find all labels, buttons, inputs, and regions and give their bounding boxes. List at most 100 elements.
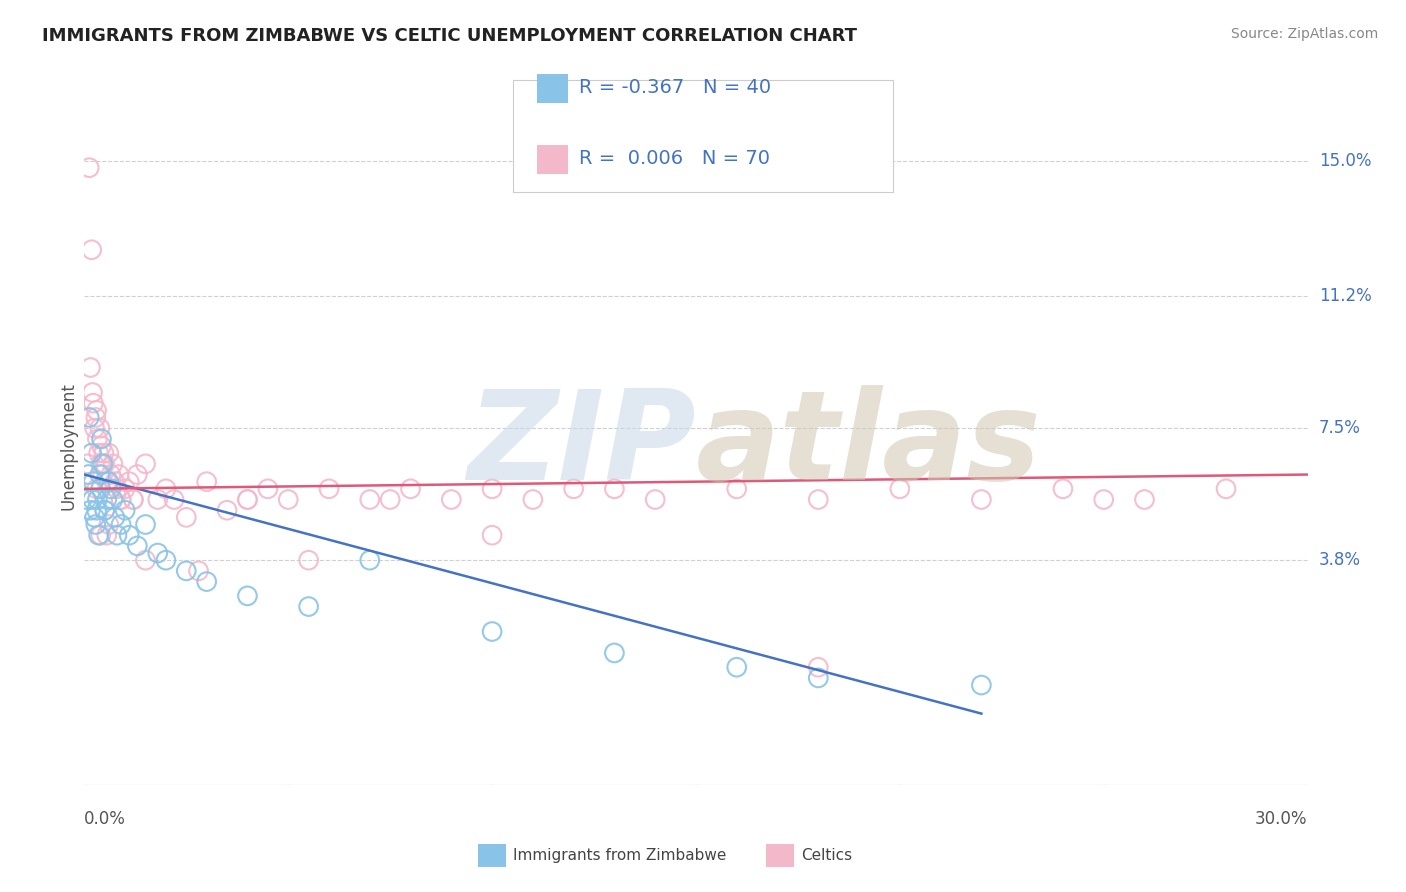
Point <box>82 475 104 489</box>
Point <box>277 492 299 507</box>
Point <box>155 553 177 567</box>
Point <box>97 446 120 460</box>
Point <box>93 446 115 460</box>
Point <box>86 403 108 417</box>
Point <box>93 503 115 517</box>
Point <box>82 492 104 507</box>
Point <box>481 482 503 496</box>
Point <box>725 482 748 496</box>
Point <box>1215 482 1237 496</box>
Point <box>101 457 124 471</box>
Point <box>236 492 259 507</box>
Point <box>562 482 585 496</box>
Point <box>90 482 112 496</box>
Point <box>146 546 169 560</box>
Point <box>93 457 115 471</box>
Point <box>114 503 136 517</box>
Text: 7.5%: 7.5% <box>1319 419 1361 437</box>
Text: 30.0%: 30.0% <box>1256 810 1308 828</box>
Point <box>195 475 218 489</box>
Point <box>257 482 280 496</box>
Point <box>87 528 110 542</box>
Point <box>108 467 131 482</box>
Point <box>93 503 115 517</box>
Text: R = -0.367   N = 40: R = -0.367 N = 40 <box>579 78 772 97</box>
Point <box>174 564 197 578</box>
Point <box>127 467 149 482</box>
Point <box>77 410 100 425</box>
Point <box>110 492 132 507</box>
Text: 3.8%: 3.8% <box>1319 551 1361 569</box>
Point <box>76 457 98 471</box>
Point <box>82 396 104 410</box>
Point <box>807 660 830 674</box>
Point <box>195 574 218 589</box>
Point <box>89 421 111 435</box>
Text: ZIP: ZIP <box>467 385 696 507</box>
Point <box>101 492 124 507</box>
Point <box>87 446 110 460</box>
Point <box>725 660 748 674</box>
Point <box>90 432 112 446</box>
Point <box>1052 482 1074 496</box>
Point <box>110 492 132 507</box>
Text: 0.0%: 0.0% <box>84 810 127 828</box>
Point <box>146 492 169 507</box>
Point <box>110 517 132 532</box>
Point <box>236 589 259 603</box>
Point <box>86 482 108 496</box>
Point <box>96 492 118 507</box>
Point <box>522 492 544 507</box>
Point <box>104 475 127 489</box>
Point <box>970 492 993 507</box>
Point <box>135 553 157 567</box>
Point <box>889 482 911 496</box>
Point <box>84 410 107 425</box>
Point <box>481 624 503 639</box>
Point <box>187 564 209 578</box>
Point <box>75 492 97 507</box>
Point <box>298 553 321 567</box>
Point <box>77 161 100 175</box>
Point <box>100 482 122 496</box>
Text: IMMIGRANTS FROM ZIMBABWE VS CELTIC UNEMPLOYMENT CORRELATION CHART: IMMIGRANTS FROM ZIMBABWE VS CELTIC UNEMP… <box>42 27 858 45</box>
Point <box>80 446 103 460</box>
Point <box>80 243 103 257</box>
Point <box>77 467 100 482</box>
Point <box>100 467 122 482</box>
Text: R =  0.006   N = 70: R = 0.006 N = 70 <box>579 149 770 169</box>
Point <box>298 599 321 614</box>
Point <box>91 467 114 482</box>
Point <box>807 671 830 685</box>
Point <box>97 475 120 489</box>
Point <box>79 503 101 517</box>
Point <box>104 510 127 524</box>
Text: Immigrants from Zimbabwe: Immigrants from Zimbabwe <box>513 848 727 863</box>
Point <box>89 467 111 482</box>
Point <box>970 678 993 692</box>
Point <box>82 385 104 400</box>
Point <box>90 528 112 542</box>
Point <box>135 457 157 471</box>
Point <box>359 492 381 507</box>
Text: 15.0%: 15.0% <box>1319 152 1371 169</box>
Text: 11.2%: 11.2% <box>1319 287 1371 305</box>
Point <box>217 503 239 517</box>
Point <box>90 439 112 453</box>
Point <box>380 492 402 507</box>
Text: Celtics: Celtics <box>801 848 852 863</box>
Point <box>84 517 107 532</box>
Text: atlas: atlas <box>696 385 1042 507</box>
Point <box>440 492 463 507</box>
Point <box>118 528 141 542</box>
Point <box>97 517 120 532</box>
Point <box>318 482 340 496</box>
Point <box>1092 492 1115 507</box>
Point <box>122 492 145 507</box>
Point <box>90 457 112 471</box>
Point <box>1133 492 1156 507</box>
Point <box>86 503 108 517</box>
Point <box>91 457 114 471</box>
Text: Source: ZipAtlas.com: Source: ZipAtlas.com <box>1230 27 1378 41</box>
Point <box>105 482 128 496</box>
